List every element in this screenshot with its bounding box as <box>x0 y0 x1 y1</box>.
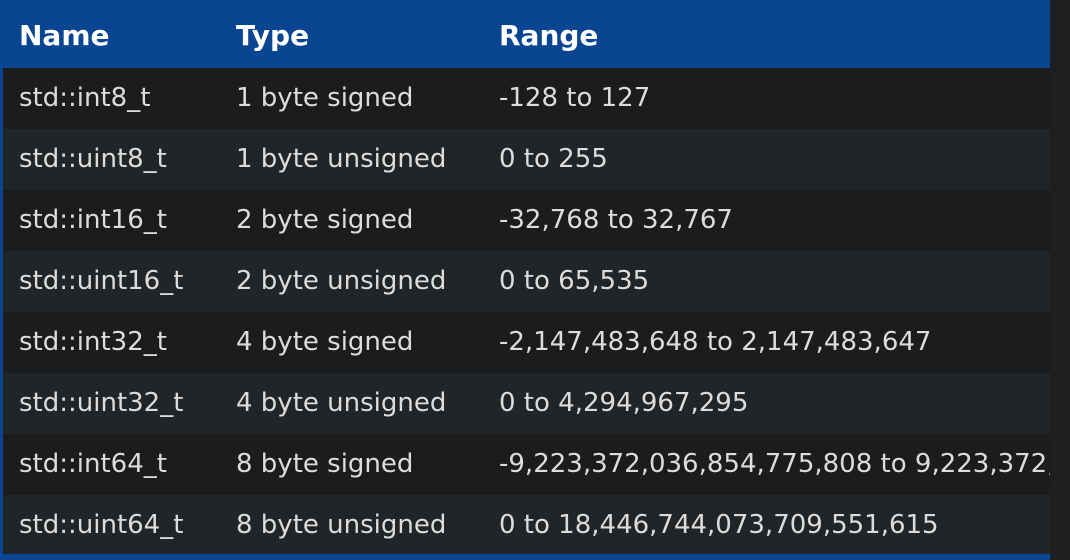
table-row: std::int64_t 8 byte signed -9,223,372,03… <box>3 434 1050 495</box>
table-row: std::uint32_t 4 byte unsigned 0 to 4,294… <box>3 373 1050 434</box>
cell-type: 4 byte unsigned <box>236 388 447 418</box>
table-row: std::int32_t 4 byte signed -2,147,483,64… <box>3 312 1050 373</box>
cell-range: -2,147,483,648 to 2,147,483,647 <box>499 327 932 357</box>
header-range: Range <box>499 19 599 52</box>
cell-type: 2 byte unsigned <box>236 266 447 296</box>
cell-type: 1 byte unsigned <box>236 144 447 174</box>
cell-type: 8 byte unsigned <box>236 510 447 540</box>
table-body: std::int8_t 1 byte signed -128 to 127 st… <box>3 68 1050 554</box>
cell-range: 0 to 255 <box>499 144 608 174</box>
cell-range: 0 to 65,535 <box>499 266 650 296</box>
cell-name: std::uint32_t <box>19 388 184 418</box>
cell-name: std::uint64_t <box>19 510 184 540</box>
table-row: std::int8_t 1 byte signed -128 to 127 <box>3 68 1050 129</box>
cell-range: 0 to 4,294,967,295 <box>499 388 749 418</box>
cell-name: std::uint16_t <box>19 266 184 296</box>
cell-name: std::int64_t <box>19 449 167 479</box>
cell-type: 1 byte signed <box>236 83 414 113</box>
header-type: Type <box>236 19 310 52</box>
cell-name: std::uint8_t <box>19 144 167 174</box>
table-row: std::uint8_t 1 byte unsigned 0 to 255 <box>3 129 1050 190</box>
table-header: Name Type Range <box>0 0 1050 68</box>
cell-range: -128 to 127 <box>499 83 651 113</box>
cell-range: -32,768 to 32,767 <box>499 205 733 235</box>
cell-type: 4 byte signed <box>236 327 414 357</box>
table-row: std::uint64_t 8 byte unsigned 0 to 18,44… <box>3 495 1050 554</box>
cell-range: -9,223,372,036,854,775,808 to 9,223,372,… <box>499 449 1050 479</box>
table-row: std::uint16_t 2 byte unsigned 0 to 65,53… <box>3 251 1050 312</box>
page-background <box>1050 0 1070 560</box>
cell-range: 0 to 18,446,744,073,709,551,615 <box>499 510 939 540</box>
cell-type: 8 byte signed <box>236 449 414 479</box>
cell-name: std::int8_t <box>19 83 151 113</box>
cell-type: 2 byte signed <box>236 205 414 235</box>
cell-name: std::int32_t <box>19 327 167 357</box>
header-name: Name <box>19 19 110 52</box>
table-row: std::int16_t 2 byte signed -32,768 to 32… <box>3 190 1050 251</box>
cell-name: std::int16_t <box>19 205 167 235</box>
